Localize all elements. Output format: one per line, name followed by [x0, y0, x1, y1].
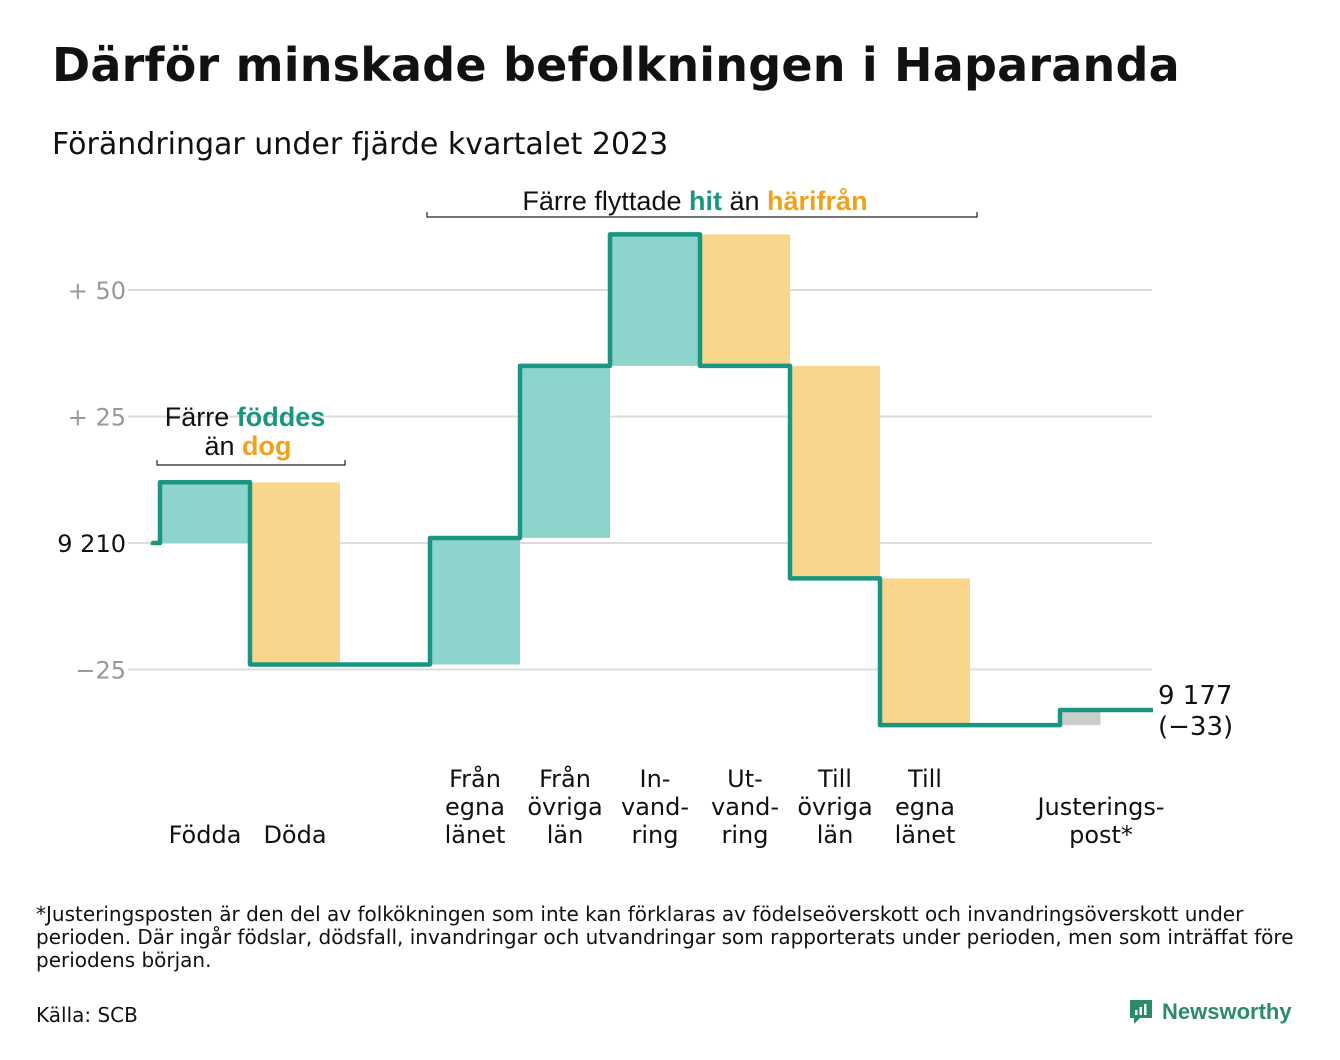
category-label-till_egna: egna: [895, 793, 955, 821]
annotation-moves-bracket: [426, 212, 978, 218]
source-label: Källa: SCB: [36, 1003, 138, 1027]
category-label-till_ovriga: län: [817, 821, 854, 849]
annotation-births-line1: Färre föddes: [165, 402, 326, 432]
bar-fran_egna: [430, 537, 520, 665]
bar-justering: [1060, 709, 1101, 726]
category-label-fran_egna: egna: [445, 793, 505, 821]
category-label-utvandring: vand-: [711, 793, 779, 821]
newsworthy-icon: [1130, 1000, 1152, 1024]
chart-subtitle: Förändringar under fjärde kvartalet 2023: [52, 127, 669, 162]
category-label-fran_egna: länet: [445, 821, 506, 849]
category-label-utvandring: ring: [722, 821, 769, 849]
category-label-invandring: vand-: [621, 793, 689, 821]
annotation-births-line2: än dog: [204, 431, 291, 461]
step-line: [150, 232, 1153, 728]
category-label-utvandring: Ut-: [727, 765, 763, 793]
bar-utvandring: [700, 234, 790, 366]
bar-till_ovriga: [790, 365, 880, 579]
category-label-fodda: Födda: [169, 821, 242, 849]
start-value-label: 9 210: [57, 530, 126, 558]
category-label-till_ovriga: övriga: [797, 793, 872, 821]
bar-till_egna: [880, 578, 970, 726]
chart-title: Därför minskade befolkningen i Haparanda: [52, 38, 1180, 92]
category-label-doda: Döda: [263, 821, 326, 849]
category-label-till_ovriga: Till: [817, 765, 852, 793]
bar-fran_ovriga: [520, 365, 610, 538]
bar-fodda: [160, 482, 250, 543]
footnote: *Justeringsposten är den del av folkökni…: [36, 902, 1294, 972]
category-label-fran_ovriga: övriga: [527, 793, 602, 821]
category-label-fran_ovriga: län: [547, 821, 584, 849]
y-tick-label: + 50: [68, 277, 126, 305]
annotation-births-bracket: [156, 460, 346, 466]
category-label-till_egna: Till: [907, 765, 942, 793]
end-change-label: (−33): [1158, 712, 1233, 742]
y-tick-label: −25: [75, 657, 126, 685]
category-label-justering: post*: [1069, 821, 1133, 849]
category-label-till_egna: länet: [895, 821, 956, 849]
category-label-invandring: ring: [632, 821, 679, 849]
category-label-fran_egna: Från: [449, 764, 501, 793]
annotation-moves: Färre flyttade hit än härifrån: [522, 186, 867, 216]
y-tick-label: + 25: [68, 404, 126, 432]
brand-name: Newsworthy: [1162, 999, 1292, 1024]
category-label-invandring: In-: [640, 765, 671, 793]
brand-logo: Newsworthy: [1128, 998, 1292, 1026]
category-label-justering: Justerings-: [1035, 793, 1164, 821]
end-value-label: 9 177: [1158, 681, 1232, 711]
category-label-fran_ovriga: Från: [539, 764, 591, 793]
bar-invandring: [610, 234, 700, 366]
bar-doda: [250, 482, 340, 665]
